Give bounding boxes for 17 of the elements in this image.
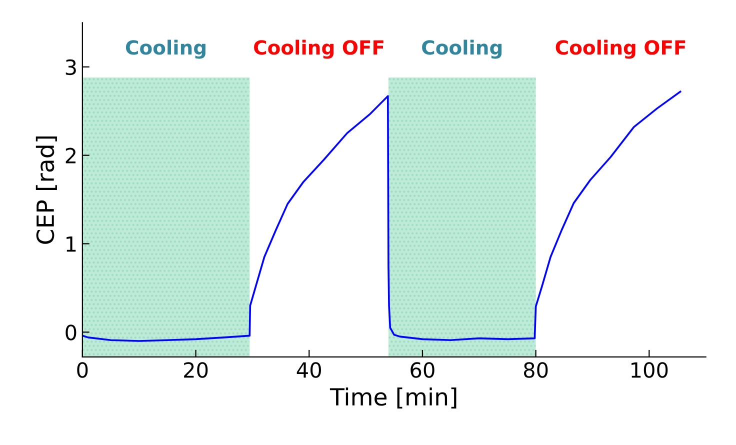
x-tick-label: 80 bbox=[524, 362, 548, 378]
x-tick-label: 20 bbox=[184, 362, 208, 378]
x-tick-label: 40 bbox=[296, 362, 321, 378]
band-label: Cooling bbox=[126, 40, 206, 59]
y-tick-label: 2 bbox=[66, 148, 76, 164]
y-tick-label: 1 bbox=[66, 236, 76, 252]
y-axis-title: CEP [rad] bbox=[36, 136, 57, 244]
x-axis-title: Time [min] bbox=[330, 387, 456, 409]
x-tick-label: 0 bbox=[77, 362, 88, 378]
annotation: Cooling OFF bbox=[556, 40, 686, 59]
y-tick-label: 0 bbox=[66, 324, 76, 340]
y-tick-label: 3 bbox=[66, 59, 76, 76]
x-tick-label: 100 bbox=[632, 362, 668, 378]
annotation: Cooling OFF bbox=[254, 40, 384, 59]
line-series bbox=[82, 90, 682, 342]
band-label: Cooling bbox=[422, 40, 502, 59]
x-tick-label: 60 bbox=[410, 362, 434, 378]
